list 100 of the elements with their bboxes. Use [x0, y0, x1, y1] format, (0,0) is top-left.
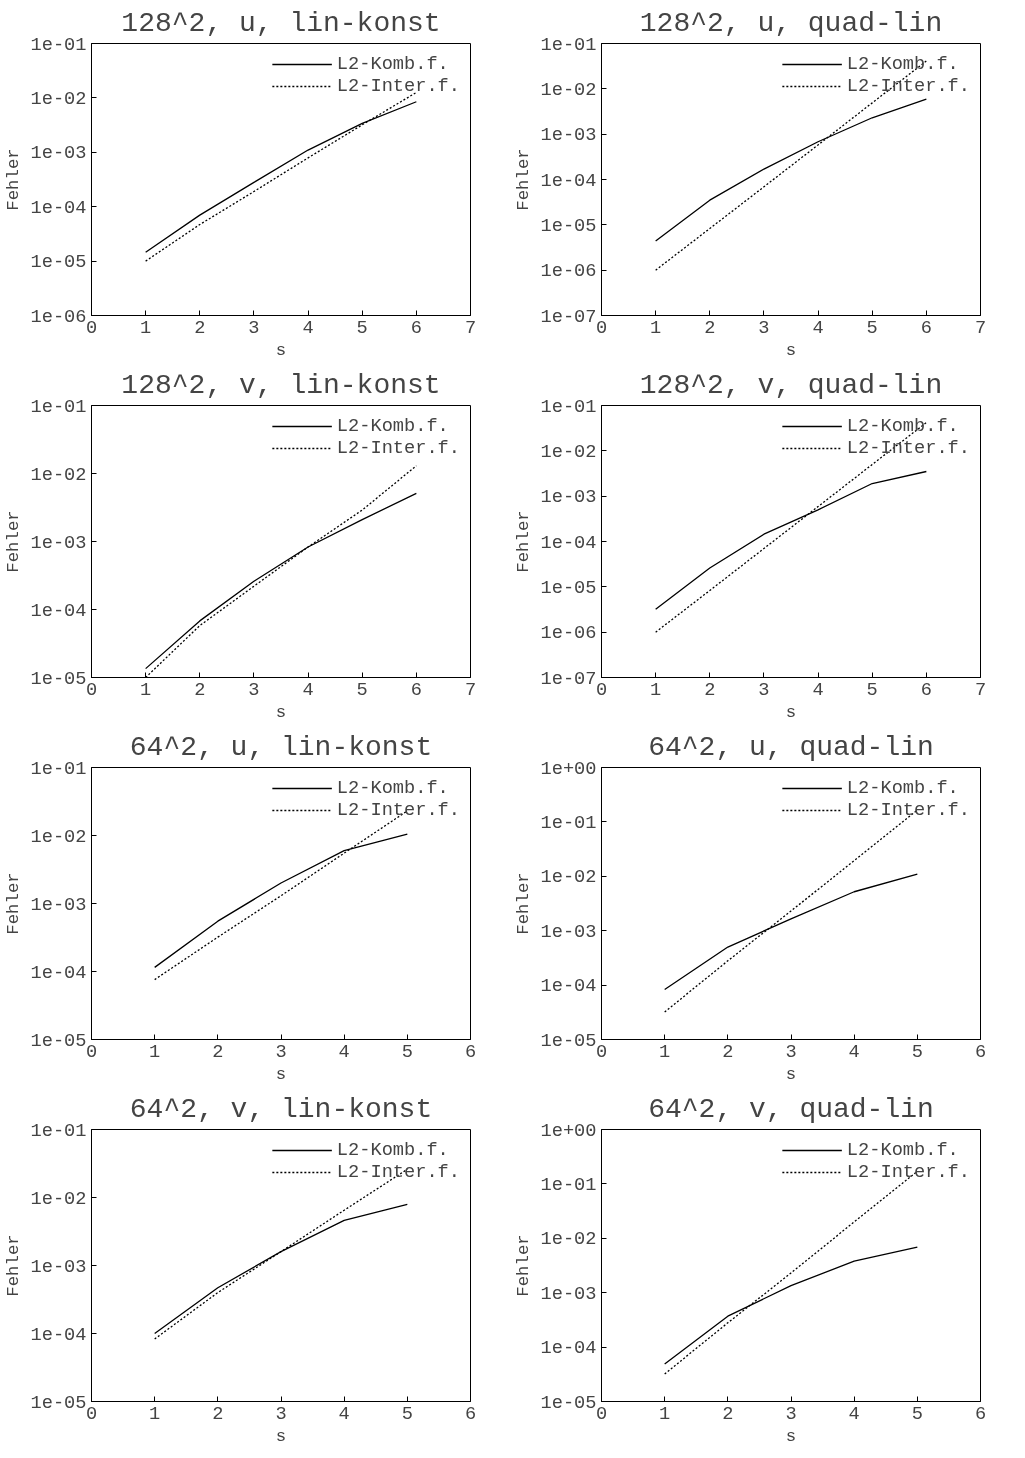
y-axis-title: Fehler: [513, 1234, 533, 1297]
x-tick-label: 0: [85, 1402, 98, 1425]
x-tick-label: 3: [785, 1402, 797, 1425]
x-tick-label: 3: [248, 316, 260, 339]
x-tick-label: 4: [338, 1040, 350, 1063]
y-axis-title: Fehler: [513, 148, 533, 211]
x-tick-label: 2: [194, 678, 206, 701]
legend-label: L2-Komb.f.: [336, 777, 449, 799]
y-tick-label: 1e-03: [540, 920, 597, 943]
y-tick-label: 1e-03: [30, 1255, 87, 1278]
x-tick-label: 7: [974, 316, 987, 339]
chart-title: 128^2, v, lin-konst: [121, 369, 441, 401]
x-tick-label: 5: [356, 316, 368, 339]
y-tick-label: 1e-07: [540, 667, 597, 690]
y-tick-label: 1e-05: [540, 214, 597, 237]
x-tick-label: 2: [212, 1040, 224, 1063]
x-tick-label: 3: [758, 316, 770, 339]
y-tick-label: 1e-03: [30, 531, 87, 554]
y-tick-label: 1e-05: [30, 667, 87, 690]
legend-label: L2-Komb.f.: [846, 777, 959, 799]
x-tick-label: 3: [275, 1402, 287, 1425]
y-tick-label: 1e-04: [540, 975, 597, 998]
legend-label: L2-Inter.f.: [336, 799, 460, 821]
y-tick-label: 1e-05: [540, 1029, 597, 1052]
y-tick-label: 1e-04: [30, 196, 87, 219]
y-tick-label: 1e+00: [540, 757, 597, 780]
y-tick-label: 1e-02: [540, 78, 597, 101]
x-tick-label: 6: [464, 1402, 477, 1425]
y-tick-label: 1e-05: [30, 251, 87, 274]
x-tick-label: 1: [659, 1402, 671, 1425]
x-axis-title: s: [275, 1426, 287, 1446]
legend-label: L2-Komb.f.: [336, 1139, 449, 1161]
x-tick-label: 2: [704, 316, 716, 339]
y-tick-label: 1e-04: [540, 1337, 597, 1360]
legend-label: L2-Komb.f.: [336, 415, 449, 437]
y-tick-label: 1e-01: [540, 811, 597, 834]
x-tick-label: 6: [974, 1402, 987, 1425]
y-tick-label: 1e-05: [540, 1391, 597, 1414]
x-tick-label: 6: [410, 316, 422, 339]
y-tick-label: 1e-01: [30, 1119, 87, 1142]
y-tick-label: 1e-03: [540, 486, 597, 509]
x-tick-label: 3: [758, 678, 770, 701]
y-axis-title: Fehler: [3, 1234, 23, 1297]
x-tick-label: 6: [974, 1040, 987, 1063]
y-tick-label: 1e-02: [540, 866, 597, 889]
x-axis-title: s: [785, 1426, 797, 1446]
y-tick-label: 1e-03: [30, 893, 87, 916]
legend-label: L2-Komb.f.: [846, 415, 959, 437]
y-axis-title: Fehler: [3, 872, 23, 935]
y-axis-title: Fehler: [3, 510, 23, 573]
x-tick-label: 1: [650, 678, 662, 701]
chart-title: 64^2, v, lin-konst: [129, 1093, 433, 1125]
x-tick-label: 3: [275, 1040, 287, 1063]
x-tick-label: 1: [149, 1040, 161, 1063]
legend-label: L2-Inter.f.: [846, 799, 970, 821]
legend-label: L2-Inter.f.: [336, 75, 460, 97]
x-tick-label: 0: [85, 1040, 98, 1063]
y-tick-label: 1e-01: [540, 33, 597, 56]
x-tick-label: 2: [722, 1402, 734, 1425]
legend-label: L2-Inter.f.: [846, 75, 970, 97]
y-axis-title: Fehler: [3, 148, 23, 211]
y-tick-label: 1e-04: [540, 531, 597, 554]
x-tick-label: 5: [401, 1040, 413, 1063]
legend-label: L2-Komb.f.: [846, 1139, 959, 1161]
y-tick-label: 1e-04: [30, 599, 87, 622]
x-axis-title: s: [785, 340, 797, 360]
y-tick-label: 1e-04: [30, 961, 87, 984]
x-tick-label: 5: [866, 316, 878, 339]
x-tick-label: 3: [248, 678, 260, 701]
x-tick-label: 5: [911, 1402, 923, 1425]
y-tick-label: 1e-02: [30, 463, 87, 486]
chart-title: 64^2, u, quad-lin: [648, 731, 934, 763]
x-tick-label: 4: [848, 1040, 860, 1063]
x-tick-label: 0: [85, 678, 98, 701]
legend-label: L2-Inter.f.: [846, 1161, 970, 1183]
legend-label: L2-Inter.f.: [336, 437, 460, 459]
x-tick-label: 2: [194, 316, 206, 339]
y-axis-title: Fehler: [513, 872, 533, 935]
x-tick-label: 6: [464, 1040, 477, 1063]
chart-title: 128^2, u, lin-konst: [121, 7, 441, 39]
y-tick-label: 1e-04: [30, 1323, 87, 1346]
chart-title: 64^2, u, lin-konst: [129, 731, 433, 763]
x-tick-label: 0: [595, 678, 608, 701]
x-tick-label: 4: [812, 316, 824, 339]
x-tick-label: 4: [338, 1402, 350, 1425]
y-tick-label: 1e-06: [540, 622, 597, 645]
legend-label: L2-Komb.f.: [336, 53, 449, 75]
chart-title: 128^2, u, quad-lin: [639, 7, 943, 39]
legend-label: L2-Inter.f.: [846, 437, 970, 459]
x-tick-label: 1: [659, 1040, 671, 1063]
x-tick-label: 4: [302, 316, 314, 339]
x-tick-label: 1: [149, 1402, 161, 1425]
y-tick-label: 1e-01: [30, 33, 87, 56]
x-tick-label: 2: [722, 1040, 734, 1063]
chart-title: 64^2, v, quad-lin: [648, 1093, 934, 1125]
legend-label: L2-Komb.f.: [846, 53, 959, 75]
x-tick-label: 1: [140, 678, 152, 701]
x-tick-label: 1: [140, 316, 152, 339]
x-tick-label: 4: [302, 678, 314, 701]
x-tick-label: 0: [595, 316, 608, 339]
